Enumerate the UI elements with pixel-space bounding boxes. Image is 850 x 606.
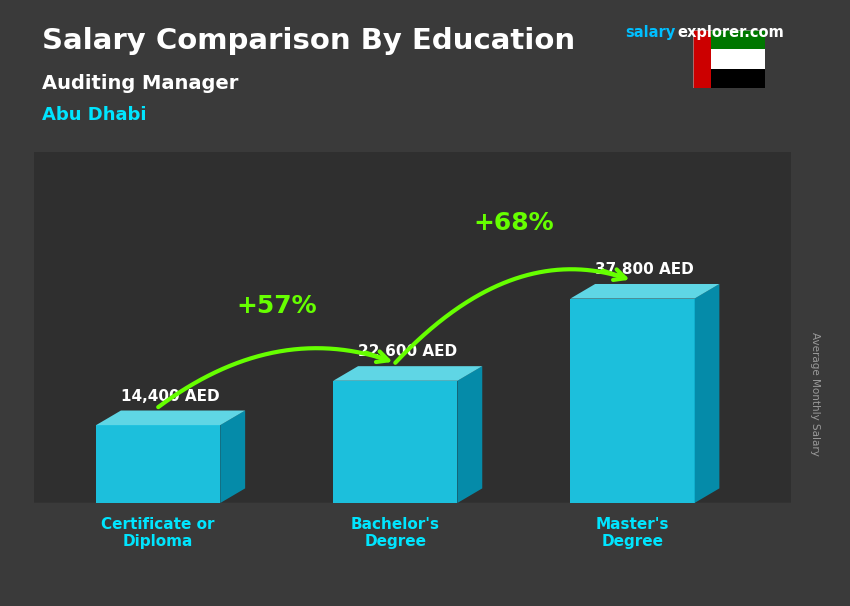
Text: 22,600 AED: 22,600 AED	[358, 344, 457, 359]
Text: Auditing Manager: Auditing Manager	[42, 74, 239, 93]
Bar	[711, 68, 765, 88]
Text: Salary Comparison By Education: Salary Comparison By Education	[42, 27, 575, 55]
Text: Average Monthly Salary: Average Monthly Salary	[810, 332, 820, 456]
Polygon shape	[570, 299, 694, 503]
Text: salary: salary	[625, 25, 675, 41]
Polygon shape	[694, 284, 719, 503]
Polygon shape	[333, 366, 482, 381]
Bar	[711, 49, 765, 68]
Polygon shape	[96, 410, 245, 425]
Polygon shape	[457, 366, 482, 503]
Text: +57%: +57%	[236, 293, 317, 318]
Polygon shape	[96, 425, 220, 503]
Polygon shape	[570, 284, 719, 299]
Text: 37,800 AED: 37,800 AED	[596, 262, 694, 277]
Text: Abu Dhabi: Abu Dhabi	[42, 106, 147, 124]
Text: 14,400 AED: 14,400 AED	[122, 389, 220, 404]
Text: explorer.com: explorer.com	[677, 25, 785, 41]
Bar	[693, 30, 711, 88]
Polygon shape	[333, 381, 457, 503]
Text: +68%: +68%	[473, 211, 554, 235]
Bar	[711, 30, 765, 49]
Polygon shape	[220, 410, 245, 503]
